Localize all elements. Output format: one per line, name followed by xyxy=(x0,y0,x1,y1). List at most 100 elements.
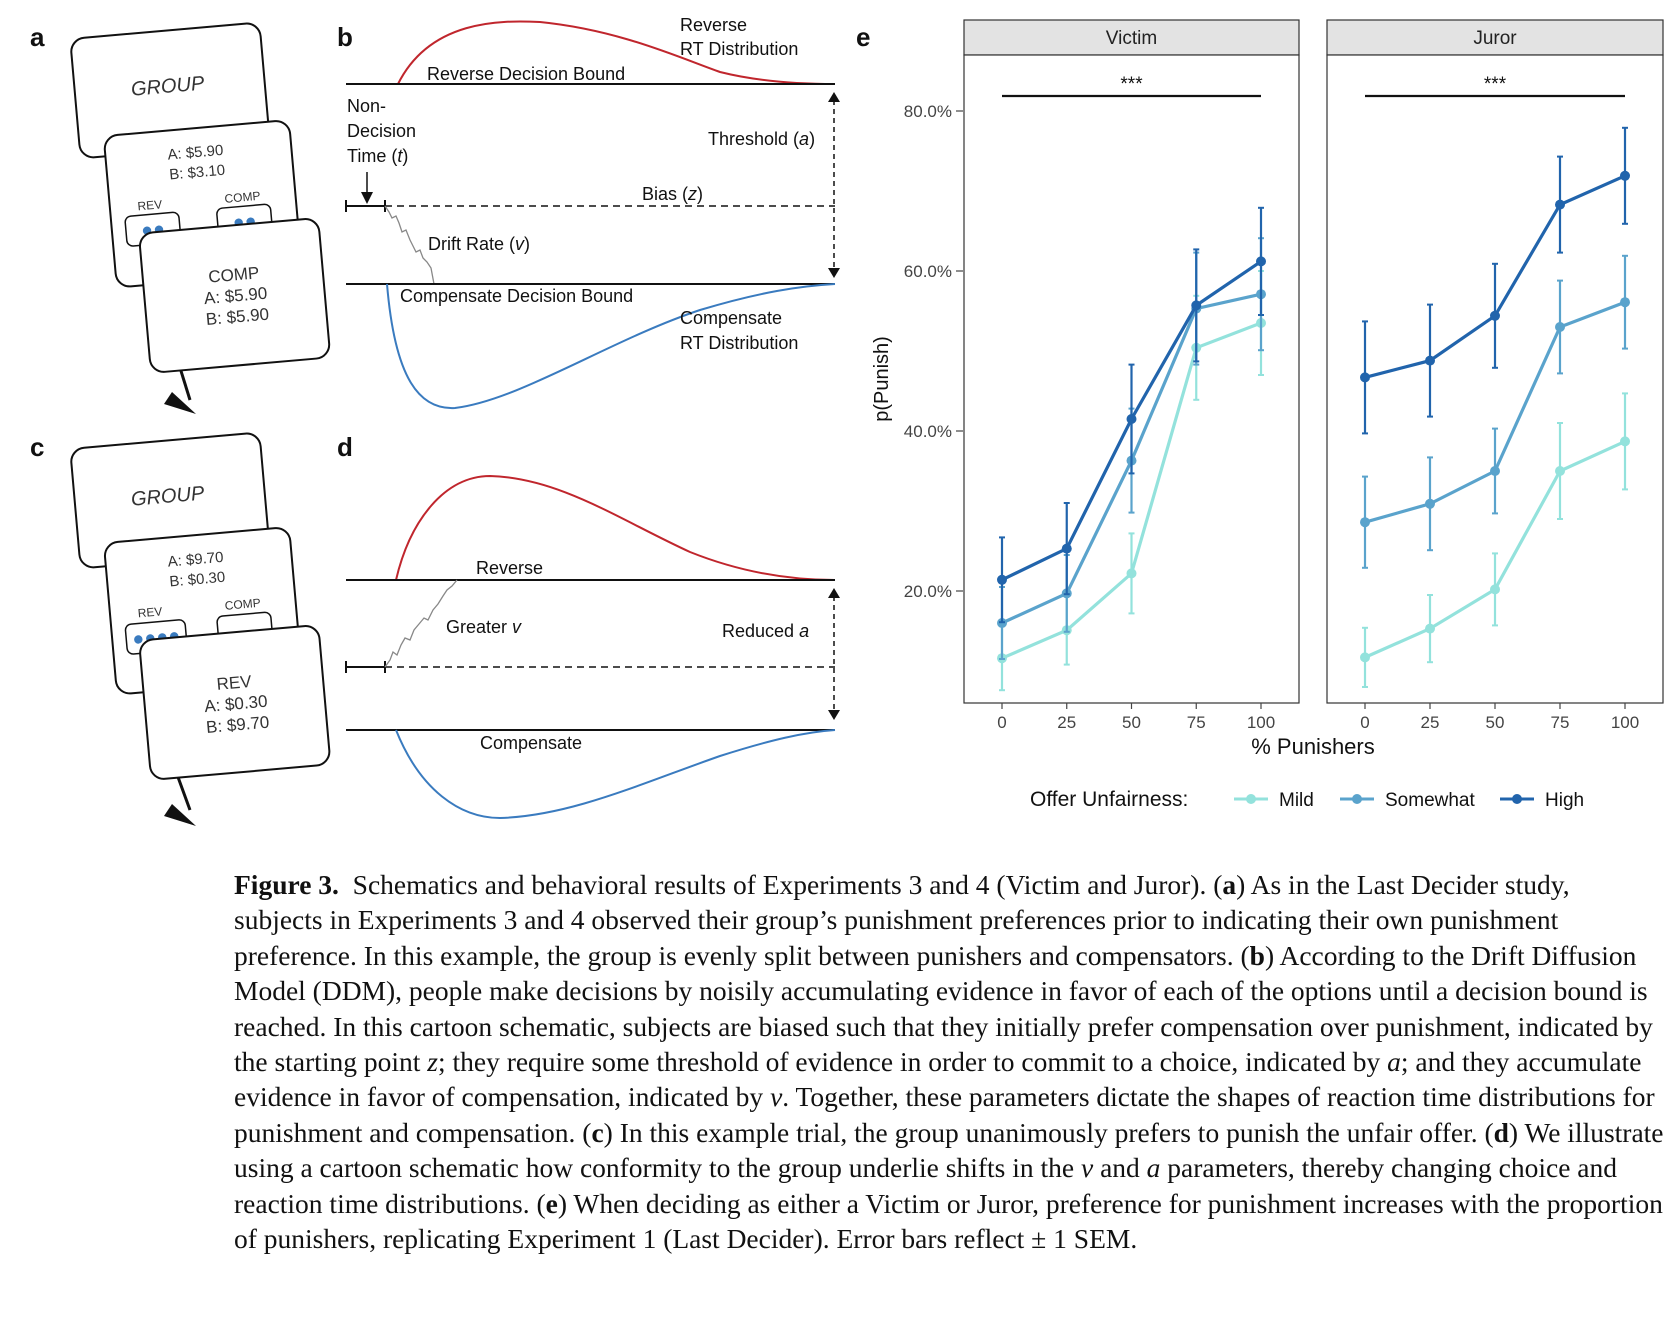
x-tick-label: 25 xyxy=(1057,713,1076,732)
caption-text: ; and they accumulate evidence in favor … xyxy=(234,1046,1642,1113)
panel-b-ddm: Reverse RT Distribution Reverse Decision… xyxy=(345,15,840,410)
caption-ref-b: b xyxy=(1249,939,1265,971)
y-axis-title: p(Punish) xyxy=(871,336,893,422)
reverse-label: Reverse xyxy=(476,558,543,578)
caption-text: . Together, these parameters dictate the… xyxy=(234,1081,1655,1148)
drift-path xyxy=(384,205,435,285)
caption-text: ) When deciding as either a Victim or Ju… xyxy=(234,1187,1663,1255)
ndt-label-1: Non- xyxy=(347,96,386,116)
caption-ref-e: e xyxy=(545,1187,558,1219)
panel-c-cards: GROUP A: $9.70 B: $0.30 REV COMP REV A: … xyxy=(70,432,331,826)
panel-label-d: d xyxy=(337,432,353,462)
caption-text: ) As in the Last Decider study, subjects… xyxy=(234,869,1570,971)
x-tick-label: 100 xyxy=(1247,713,1275,732)
ndt-label-2: Decision xyxy=(347,121,416,141)
significance-label: *** xyxy=(1484,74,1507,95)
legend-marker xyxy=(1352,794,1362,804)
caption-ref-d: d xyxy=(1493,1116,1509,1148)
data-point-somewhat xyxy=(1490,466,1500,476)
data-point-high xyxy=(1256,256,1266,267)
panel-label-c: c xyxy=(30,432,44,462)
caption-text: ) In this example trial, the group unani… xyxy=(603,1116,1494,1148)
rev-label: REV xyxy=(137,604,163,620)
caption-var-a: a xyxy=(1146,1152,1161,1184)
data-point-high xyxy=(1191,300,1202,311)
facet-title: Victim xyxy=(1106,28,1157,49)
data-point-mild xyxy=(1555,466,1565,476)
data-point-high xyxy=(997,574,1007,585)
offer-line-a: A: $9.70 xyxy=(167,549,224,571)
data-point-mild xyxy=(1620,436,1630,447)
data-point-mild xyxy=(1425,623,1435,634)
rev-label: REV xyxy=(137,197,163,213)
caption-var-v: v xyxy=(770,1081,783,1113)
caption-text: and xyxy=(1093,1152,1147,1184)
legend-title: Offer Unfairness: xyxy=(1030,788,1188,811)
y-tick-label: 20.0% xyxy=(904,582,952,601)
offer-line-b: B: $0.30 xyxy=(169,569,226,591)
facet-strip xyxy=(963,19,1300,56)
data-point-high xyxy=(1360,372,1370,383)
caption-title: Schematics and behavioral results of Exp… xyxy=(352,869,1223,900)
offer-line-b: B: $3.10 xyxy=(169,162,226,184)
data-point-mild xyxy=(1360,652,1370,663)
bias-label: Bias (z) xyxy=(642,184,703,204)
data-point-somewhat xyxy=(1425,498,1435,509)
y-tick-label: 40.0% xyxy=(904,422,952,441)
data-point-somewhat xyxy=(1555,322,1565,332)
y-tick-label: 60.0% xyxy=(904,262,952,281)
caption-text: parameters, thereby changing choice and … xyxy=(234,1152,1618,1219)
data-point-high xyxy=(1555,199,1565,210)
data-point-high xyxy=(1425,355,1435,366)
vote-dot xyxy=(134,635,143,644)
data-point-high xyxy=(1061,543,1072,554)
legend-marker xyxy=(1246,794,1256,804)
y-tick-label: 80.0% xyxy=(904,102,952,121)
reverse-rt-distribution xyxy=(395,474,836,581)
reverse-rt-label-2: RT Distribution xyxy=(680,39,798,59)
significance-label: *** xyxy=(1120,74,1143,95)
compensate-bound-label: Compensate Decision Bound xyxy=(400,286,633,306)
panel-label-a: a xyxy=(30,22,45,52)
facet-title: Juror xyxy=(1473,28,1517,49)
panel-e-chart: 20.0% 40.0% 60.0% 80.0% p(Punish) Victim *** 0 2… xyxy=(871,19,1664,811)
caption-var-z: z xyxy=(427,1046,438,1078)
reverse-rt-label-1: Reverse xyxy=(680,15,747,35)
legend-label: Somewhat xyxy=(1385,790,1475,811)
caption-text: ) According to the Drift Diffusion Model… xyxy=(234,939,1653,1078)
data-point-somewhat xyxy=(1360,517,1370,528)
x-tick-label: 75 xyxy=(1551,713,1570,732)
outcome-card xyxy=(138,218,331,373)
comp-label: COMP xyxy=(224,596,261,613)
comp-label: COMP xyxy=(224,189,261,206)
caption-var-v: v xyxy=(1080,1152,1094,1184)
data-point-high xyxy=(1490,310,1500,321)
x-tick-label: 100 xyxy=(1611,713,1639,732)
legend-label: Mild xyxy=(1279,790,1314,811)
x-tick-label: 50 xyxy=(1122,713,1141,732)
data-point-somewhat xyxy=(1620,297,1630,308)
compensate-label: Compensate xyxy=(480,733,582,753)
panel-label-e: e xyxy=(856,22,870,52)
panel-a-cards: GROUP A: $5.90 B: $3.10 REV COMP COMP A:… xyxy=(70,22,331,414)
reverse-bound-label: Reverse Decision Bound xyxy=(427,64,625,84)
caption-text: ; they require some threshold of evidenc… xyxy=(437,1046,1388,1078)
compensate-rt-distribution xyxy=(395,729,836,820)
outcome-title: REV xyxy=(216,672,253,694)
caption-ref-c: c xyxy=(591,1116,604,1148)
x-tick-label: 0 xyxy=(997,713,1006,732)
caption-figure-label: Figure 3. xyxy=(234,869,339,900)
drift-path-greater xyxy=(384,579,458,668)
x-tick-label: 25 xyxy=(1421,713,1440,732)
figure-3: a b c d e GROUP A: $5.90 B: $3.10 REV CO… xyxy=(30,15,1664,826)
data-point-high xyxy=(1126,414,1137,424)
caption-var-a: a xyxy=(1387,1046,1401,1078)
legend-marker xyxy=(1512,794,1522,804)
legend-label: High xyxy=(1545,790,1584,811)
drift-label: Drift Rate (v) xyxy=(428,234,530,254)
x-tick-label: 0 xyxy=(1360,713,1369,732)
figure-caption: Figure 3. Schematics and behavioral resu… xyxy=(234,867,1664,1256)
outcome-card xyxy=(139,625,331,780)
outcome-title: COMP xyxy=(208,263,260,286)
compensate-rt-label-2: RT Distribution xyxy=(680,333,798,353)
